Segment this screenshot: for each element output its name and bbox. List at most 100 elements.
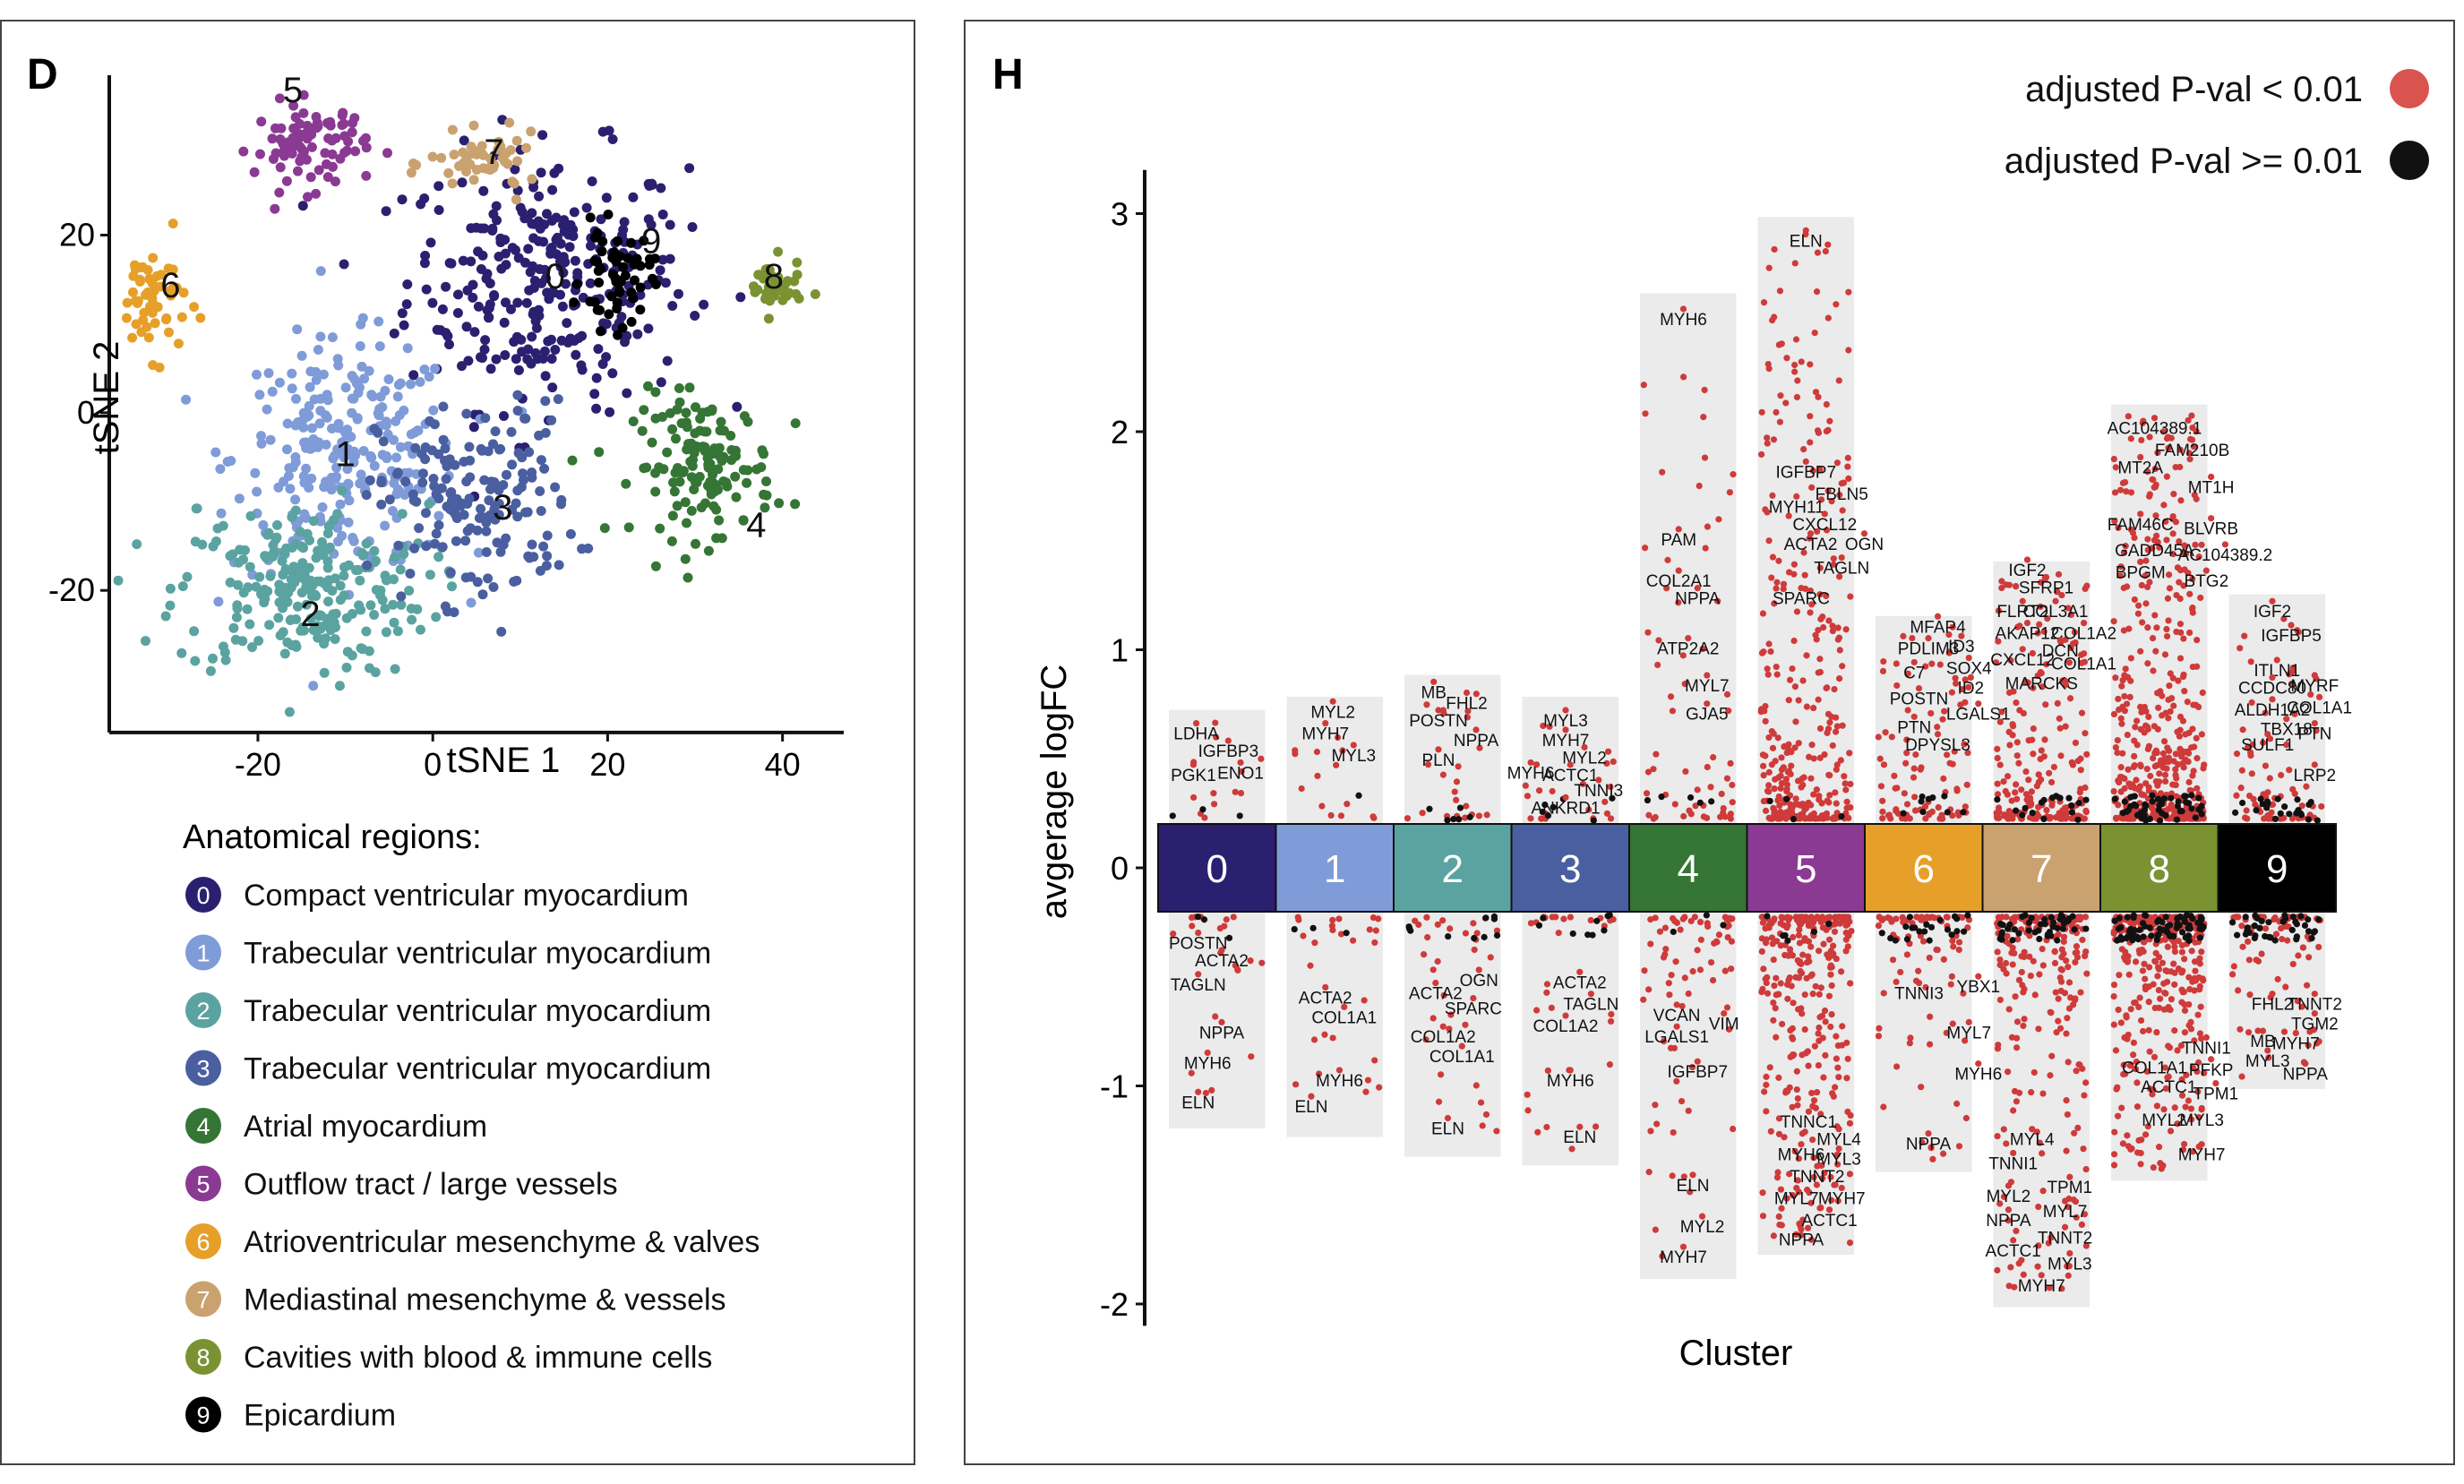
gene-point-ns [2182,793,2190,800]
gene-point-up [2083,751,2091,758]
tsne-point [412,604,423,614]
tsne-point [320,410,331,421]
gene-point-ns [2159,796,2167,803]
gene-point-down [2007,1264,2014,1271]
tsne-point [144,274,155,285]
tsne-point [672,501,683,511]
gene-point-down [1216,924,1223,932]
gene-point-down [1955,1143,1963,1150]
gene-point-up [2286,767,2293,774]
gene-point-down [2262,925,2270,932]
tsne-point [457,361,467,372]
gene-point-down [1723,916,1731,923]
gene-point-down [1803,959,1811,966]
tsne-point [700,442,710,452]
gene-point-down [2065,1203,2072,1211]
gene-label-point [2052,597,2059,605]
gene-point-ns [1658,793,1665,801]
gene-label-point [2066,1173,2073,1180]
gene-label: COL1A2 [1411,1028,1476,1047]
tsne-point [683,572,693,583]
gene-point-down [1798,969,1806,977]
gene-label-point [1967,673,1974,682]
gene-point-down [1834,1064,1842,1071]
gene-label: ACTA2 [1409,985,1463,1004]
gene-point-down [1587,916,1594,924]
gene-point-down [1335,915,1343,922]
gene-label: MYL2 [1987,1188,2031,1206]
gene-point-up [2121,785,2128,792]
gene-point-up [1795,697,1802,704]
gene-point-up [2249,741,2256,748]
gene-point-up [2143,583,2151,591]
gene-point-ns [2025,919,2032,926]
gene-point-down [2245,1029,2253,1036]
gene-point-up [1439,707,1447,714]
gene-point-ns [2068,802,2075,810]
tsne-point [313,632,323,643]
gene-point-down [2274,975,2281,982]
gene-point-down [2146,964,2153,971]
gene-point-down [1415,921,1422,929]
gene-label-point [1218,947,1225,954]
gene-point-up [1953,787,1961,794]
gene-point-up [1800,549,1807,556]
legend-title: Anatomical regions: [183,819,482,856]
panel-label: H [992,51,1024,99]
gene-point-up [2038,776,2045,784]
tsne-point [332,509,343,519]
gene-point-down [1223,916,1230,923]
gene-point-up [2022,768,2030,776]
gene-point-down [2072,1198,2080,1205]
gene-point-up [1817,496,1825,503]
tsne-point [339,590,349,601]
gene-point-down [2187,1105,2195,1112]
tsne-point [374,341,385,352]
gene-point-up [2288,680,2296,688]
tsne-point [650,387,661,398]
gene-point-down [1846,1119,1854,1127]
tsne-point [294,566,305,577]
gene-point-up [1841,773,1848,780]
gene-label: VIM [1709,1016,1739,1034]
gene-point-ns [1766,797,1773,805]
gene-point-ns [1194,913,1202,921]
gene-point-up [1828,498,1835,505]
gene-point-down [1665,980,1672,987]
gene-point-up [2144,536,2151,543]
gene-point-down [2110,1021,2117,1028]
gene-point-down [1786,1084,1793,1091]
gene-point-up [2028,788,2035,795]
gene-label: ELN [1563,1128,1596,1147]
tsne-point [536,455,546,466]
tsne-point [523,244,534,254]
tsne-point [273,613,284,623]
gene-point-down [2053,1029,2060,1036]
tsne-point [301,582,312,593]
gene-point-up [1823,684,1830,691]
tsne-point [341,662,352,673]
tsne-point [268,154,279,164]
gene-point-down [1947,981,1954,988]
gene-point-down [2020,1271,2027,1278]
tsne-point [512,511,523,522]
gene-point-down [2048,1234,2055,1241]
gene-point-up [2167,670,2174,677]
tsne-point [613,236,622,246]
gene-label: MYL7 [1774,1189,1819,1208]
gene-point-ns [1916,928,1923,935]
tsne-point [337,120,348,131]
gene-point-up [2176,713,2185,720]
gene-point-down [1880,1103,1887,1111]
tsne-point [511,135,522,146]
tsne-point [705,476,716,487]
gene-point-down [2133,1103,2142,1111]
gene-point-up [1781,742,1789,751]
gene-point-up [1992,659,2000,666]
tsne-point [230,634,241,645]
tsne-point [438,401,449,412]
gene-point-ns [2179,929,2186,936]
gene-point-down [1816,948,1823,955]
tsne-point [322,582,333,593]
gene-point-up [2142,557,2150,564]
